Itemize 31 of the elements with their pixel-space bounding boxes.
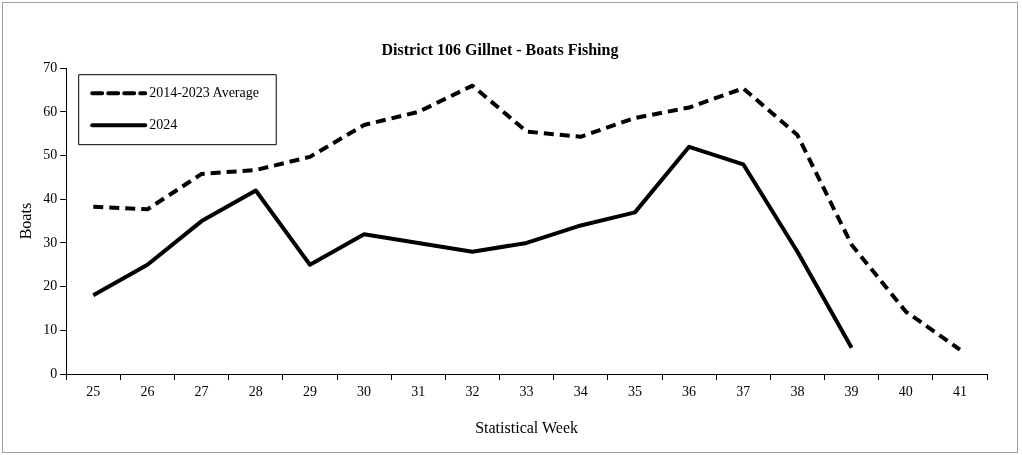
x-tick-label: 40	[898, 384, 913, 400]
y-tick-label: 50	[43, 147, 58, 163]
y-tick-label: 60	[43, 103, 58, 119]
x-tick-label: 35	[627, 384, 642, 400]
x-tick-label: 38	[790, 384, 805, 400]
y-tick-label: 0	[50, 365, 58, 381]
y-tick-label: 20	[43, 278, 58, 294]
x-tick-label: 41	[952, 384, 967, 400]
line-series	[91, 83, 962, 352]
x-tick-label: 33	[519, 384, 534, 400]
y-tick-label: 10	[43, 321, 58, 337]
x-tick-label: 39	[844, 384, 859, 400]
x-tick-label: 26	[140, 384, 155, 400]
y-axis-title: Boats	[16, 202, 34, 240]
chart-title: District 106 Gillnet - Boats Fishing	[381, 40, 619, 59]
x-tick-label: 32	[465, 384, 480, 400]
y-tick-label: 70	[43, 59, 58, 75]
x-tick-label: 36	[682, 384, 697, 400]
x-tick-label: 31	[411, 384, 426, 400]
x-tick-label: 30	[357, 384, 372, 400]
x-tick-label: 29	[302, 384, 317, 400]
x-tick-label: 25	[86, 384, 101, 400]
legend-label: 2024	[149, 116, 178, 132]
x-tick-label: 37	[736, 384, 751, 400]
x-tick-label: 34	[573, 384, 588, 400]
x-axis-title: Statistical Week	[475, 418, 579, 436]
x-tick-label: 28	[248, 384, 263, 400]
y-tick-label: 30	[43, 234, 58, 250]
x-tick-label: 27	[194, 384, 209, 400]
y-tick-label: 40	[43, 190, 58, 206]
legend-label: 2014-2023 Average	[149, 84, 259, 100]
